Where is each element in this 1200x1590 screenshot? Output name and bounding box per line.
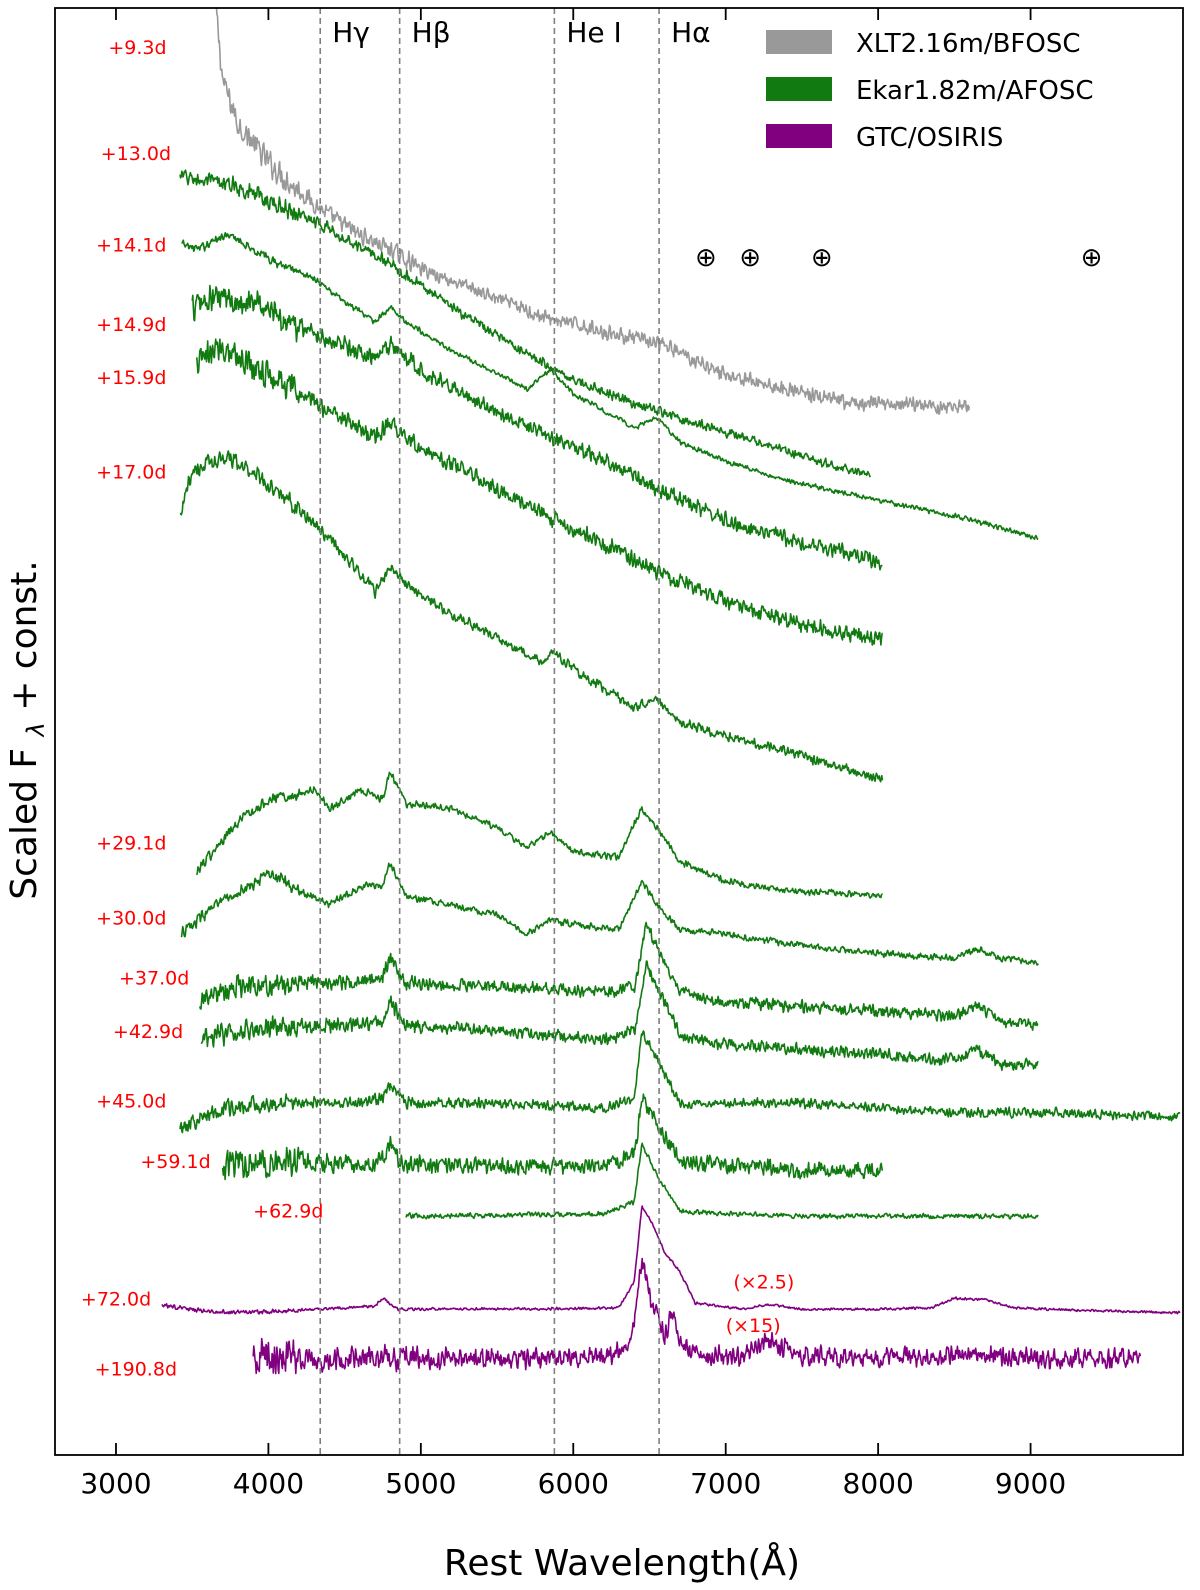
epoch-label: +59.1d — [140, 1151, 210, 1173]
legend-swatch — [766, 77, 832, 101]
scale-factor-note: (×2.5) — [733, 1272, 794, 1294]
x-tick-label: 8000 — [843, 1467, 914, 1500]
spectrum-line-29.1d — [196, 771, 883, 899]
spectrum-line-17.0d — [179, 450, 884, 783]
x-tick-label: 3000 — [80, 1467, 151, 1500]
reference-line-label: He I — [566, 16, 621, 49]
telluric-mark: ⊕ — [811, 243, 833, 273]
legend-label: XLT2.16m/BFOSC — [856, 29, 1081, 59]
epoch-label: +62.9d — [253, 1201, 323, 1223]
epoch-label: +17.0d — [96, 461, 166, 483]
axes-layer: 3000 4000 5000 6000 7000 8000 9000 — [54, 7, 1184, 1500]
x-tick-label: 4000 — [233, 1467, 304, 1500]
legend-label: Ekar1.82m/AFOSC — [856, 76, 1094, 106]
epoch-labels-layer: +9.3d +13.0d +14.1d +14.9d +15.9d +17.0d +29.1… — [81, 37, 324, 1381]
epoch-label: +29.1d — [96, 833, 166, 855]
spectrum-line-13.0d — [179, 169, 871, 478]
spectrum-line-14.9d — [191, 284, 883, 571]
telluric-mark: ⊕ — [739, 243, 761, 273]
telluric-mark: ⊕ — [695, 243, 717, 273]
x-tick-label: 6000 — [538, 1467, 609, 1500]
x-tick-label: 5000 — [385, 1467, 456, 1500]
epoch-label: +42.9d — [113, 1021, 183, 1043]
legend-swatch — [766, 30, 832, 54]
legend-swatch — [766, 124, 832, 148]
spectrum-line-15.9d — [196, 338, 883, 646]
telluric-mark: ⊕ — [1081, 243, 1103, 273]
legend-label: GTC/OSIRIS — [856, 123, 1003, 153]
epoch-label: +30.0d — [96, 907, 166, 929]
spectrum-line-42.9d — [200, 960, 1039, 1072]
x-tick-label: 7000 — [690, 1467, 761, 1500]
y-axis-title-main: Scaled F — [4, 736, 45, 899]
epoch-label: +190.8d — [95, 1358, 177, 1380]
spectrum-line-59.1d — [221, 1093, 884, 1181]
spectrum-line-9.3d — [215, 8, 971, 415]
scale-factor-note: (×15) — [726, 1315, 781, 1337]
y-axis-title-subscript: λ — [22, 722, 50, 738]
spectrum-line-37.0d — [199, 921, 1039, 1031]
epoch-label: +15.9d — [96, 367, 166, 389]
x-tick-label: 9000 — [995, 1467, 1066, 1500]
y-axis-title-suffix: + const. — [4, 560, 45, 722]
spectrum-line-62.9d — [405, 1142, 1039, 1220]
epoch-label: +14.9d — [96, 314, 166, 336]
reference-line-label: Hγ — [332, 16, 370, 49]
epoch-label: +14.1d — [96, 235, 166, 257]
epoch-label: +72.0d — [81, 1288, 151, 1310]
epoch-label: +13.0d — [101, 143, 171, 165]
epoch-label: +9.3d — [108, 37, 166, 59]
reference-lines-layer: Hγ Hβ He I Hα ⊕ ⊕ ⊕ ⊕ (×2.5) (×15) — [319, 8, 1103, 1455]
reference-line-label: Hβ — [412, 16, 451, 49]
spectrum-line-72.0d — [161, 1205, 1181, 1315]
y-axis-title: Scaled F λ + const. — [4, 560, 50, 900]
reference-line-label: Hα — [671, 16, 711, 49]
epoch-label: +45.0d — [96, 1091, 166, 1113]
spectrum-line-45.0d — [179, 1030, 1181, 1134]
epoch-label: +37.0d — [119, 968, 189, 990]
spectrum-line-190.8d — [252, 1257, 1142, 1375]
x-axis-title: Rest Wavelength(Å) — [444, 1541, 800, 1584]
spectrum-line-30.0d — [180, 862, 1039, 966]
spectrum-line-14.1d — [181, 231, 1039, 541]
legend: XLT2.16m/BFOSC Ekar1.82m/AFOSC GTC/OSIRIS — [766, 29, 1094, 153]
spectra-series-layer — [161, 8, 1181, 1375]
plot-frame — [54, 7, 1184, 1456]
